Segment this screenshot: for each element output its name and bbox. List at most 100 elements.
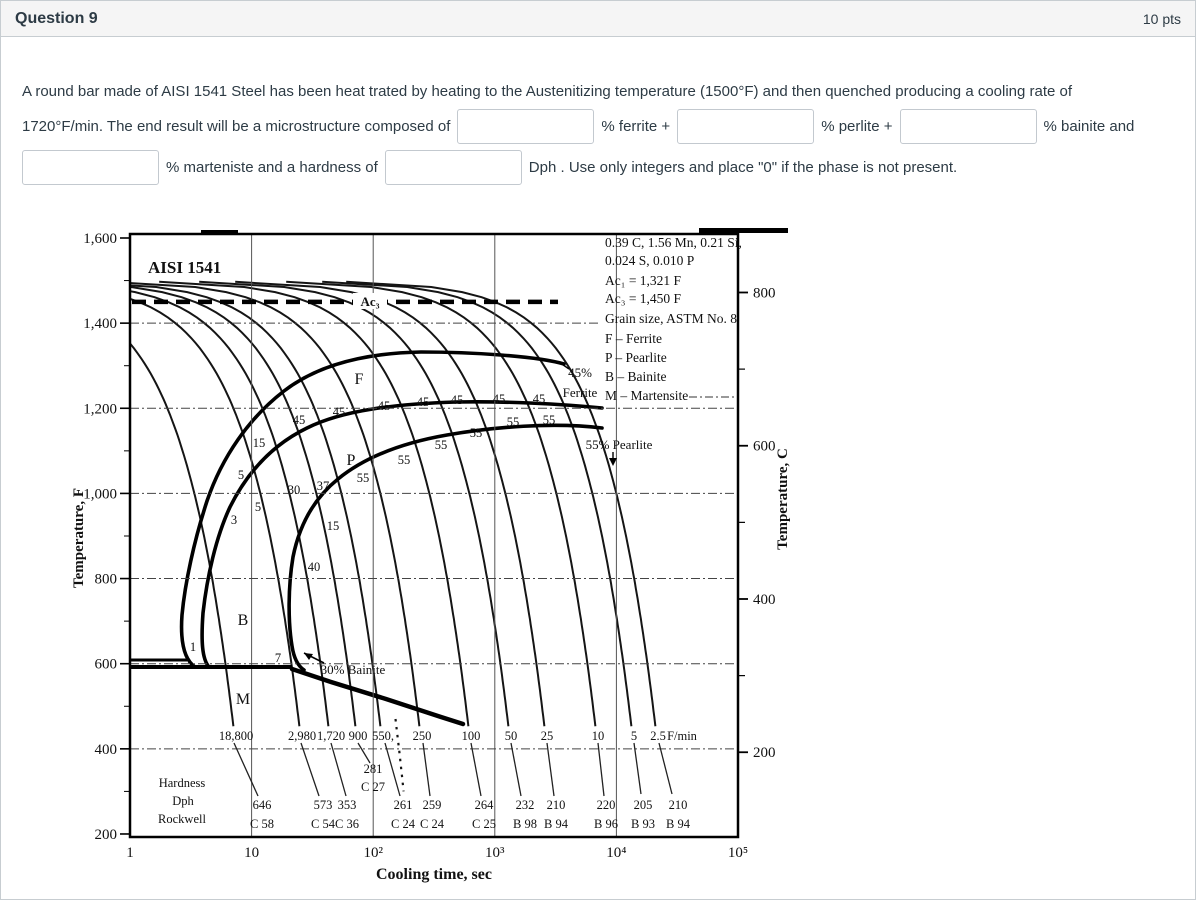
blank-bainite-input[interactable] bbox=[899, 109, 1037, 144]
svg-text:573: 573 bbox=[314, 798, 333, 812]
cct-diagram-svg: Ac₃ 1,600 1,400 1,200 1,000 800 600 400 200 800 60… bbox=[71, 228, 791, 883]
svg-text:2.5: 2.5 bbox=[650, 729, 666, 743]
question-points: 10 pts bbox=[1142, 10, 1181, 27]
svg-text:5: 5 bbox=[255, 500, 261, 514]
svg-text:18,800: 18,800 bbox=[219, 729, 253, 743]
blank-hardness-input[interactable] bbox=[384, 150, 522, 185]
question-body: A round bar made of AISI 1541 Steel has … bbox=[1, 37, 1195, 185]
svg-text:45: 45 bbox=[493, 392, 506, 406]
question-text: 1720°F/min. The end result will be a mic… bbox=[22, 118, 451, 135]
svg-text:45: 45 bbox=[417, 395, 430, 409]
svg-text:1,000: 1,000 bbox=[83, 486, 117, 502]
question-header: Question 9 10 pts bbox=[1, 1, 1195, 37]
svg-text:F – Ferrite: F – Ferrite bbox=[605, 331, 662, 346]
question-text: % bainite and bbox=[1043, 118, 1135, 135]
svg-text:7: 7 bbox=[275, 651, 281, 665]
svg-text:B 94: B 94 bbox=[666, 817, 691, 831]
svg-text:B 98: B 98 bbox=[513, 817, 537, 831]
svg-text:200: 200 bbox=[95, 827, 118, 843]
svg-text:B 93: B 93 bbox=[631, 817, 655, 831]
blank-martensite-input[interactable] bbox=[22, 150, 159, 185]
svg-text:C 25: C 25 bbox=[472, 817, 496, 831]
svg-text:Hardness: Hardness bbox=[159, 776, 206, 790]
svg-text:B – Bainite: B – Bainite bbox=[605, 369, 667, 384]
svg-text:10²: 10² bbox=[363, 845, 383, 861]
svg-text:40: 40 bbox=[308, 560, 321, 574]
question-text: % marteniste and a hardness of bbox=[166, 159, 378, 176]
svg-text:646: 646 bbox=[253, 798, 272, 812]
question-text: % ferrite + bbox=[601, 118, 671, 135]
blank-perlite-input[interactable] bbox=[677, 109, 815, 144]
svg-text:264: 264 bbox=[475, 798, 495, 812]
blank-ferrite-input[interactable] bbox=[457, 109, 595, 144]
svg-text:1,200: 1,200 bbox=[83, 401, 117, 417]
svg-text:C 36: C 36 bbox=[335, 817, 359, 831]
svg-text:400: 400 bbox=[95, 742, 118, 758]
svg-text:F/min: F/min bbox=[667, 729, 698, 743]
svg-text:Ferrite: Ferrite bbox=[563, 385, 598, 400]
svg-text:400: 400 bbox=[753, 592, 776, 608]
svg-text:220: 220 bbox=[597, 798, 616, 812]
svg-text:281: 281 bbox=[364, 762, 383, 776]
svg-text:5: 5 bbox=[238, 468, 244, 482]
svg-text:600: 600 bbox=[95, 657, 118, 673]
svg-text:55: 55 bbox=[470, 426, 483, 440]
svg-text:800: 800 bbox=[753, 285, 776, 301]
svg-text:M – Martensite: M – Martensite bbox=[605, 388, 688, 403]
svg-text:30: 30 bbox=[288, 483, 301, 497]
svg-text:210: 210 bbox=[669, 798, 688, 812]
svg-text:10: 10 bbox=[592, 729, 605, 743]
svg-text:C 58: C 58 bbox=[250, 817, 274, 831]
svg-text:55: 55 bbox=[357, 471, 370, 485]
svg-text:C 54: C 54 bbox=[311, 817, 336, 831]
svg-text:50: 50 bbox=[505, 729, 518, 743]
svg-text:M: M bbox=[236, 691, 250, 708]
svg-text:55% Pearlite: 55% Pearlite bbox=[586, 437, 653, 452]
svg-text:1: 1 bbox=[126, 845, 134, 861]
svg-text:P – Pearlite: P – Pearlite bbox=[605, 350, 667, 365]
svg-text:45: 45 bbox=[451, 393, 464, 407]
svg-text:Rockwell: Rockwell bbox=[158, 812, 206, 826]
svg-text:P: P bbox=[347, 452, 356, 469]
svg-text:45: 45 bbox=[378, 399, 391, 413]
svg-text:45: 45 bbox=[333, 405, 346, 419]
svg-text:232: 232 bbox=[516, 798, 535, 812]
question-text: % perlite + bbox=[821, 118, 893, 135]
svg-text:1,720: 1,720 bbox=[317, 729, 345, 743]
svg-text:353: 353 bbox=[338, 798, 357, 812]
svg-text:261: 261 bbox=[394, 798, 413, 812]
svg-text:25: 25 bbox=[541, 729, 554, 743]
svg-text:Dph: Dph bbox=[172, 794, 194, 808]
svg-text:10⁴: 10⁴ bbox=[606, 845, 626, 861]
svg-text:10⁵: 10⁵ bbox=[728, 845, 748, 861]
svg-text:Cooling time, sec: Cooling time, sec bbox=[376, 866, 492, 883]
svg-text:205: 205 bbox=[634, 798, 653, 812]
svg-text:Grain size, ASTM No. 8: Grain size, ASTM No. 8 bbox=[605, 311, 737, 326]
cct-diagram-image: Ac₃ 1,600 1,400 1,200 1,000 800 600 400 200 800 60… bbox=[51, 223, 921, 899]
question-title: Question 9 bbox=[15, 9, 98, 27]
svg-text:55: 55 bbox=[507, 415, 520, 429]
question-text: A round bar made of AISI 1541 Steel has … bbox=[22, 82, 1073, 100]
svg-text:210: 210 bbox=[547, 798, 566, 812]
svg-text:200: 200 bbox=[753, 745, 776, 761]
question-text-line1: A round bar made of AISI 1541 Steel has … bbox=[22, 79, 1175, 103]
svg-text:AISI 1541: AISI 1541 bbox=[148, 258, 221, 277]
svg-text:100: 100 bbox=[462, 729, 481, 743]
svg-text:F: F bbox=[355, 371, 364, 388]
svg-text:Ac₃: Ac₃ bbox=[360, 294, 379, 309]
svg-text:37: 37 bbox=[317, 479, 330, 493]
svg-text:B 94: B 94 bbox=[544, 817, 569, 831]
svg-text:10³: 10³ bbox=[485, 845, 505, 861]
svg-text:30% Bainite: 30% Bainite bbox=[321, 662, 386, 677]
svg-text:0.024 S, 0.010 P: 0.024 S, 0.010 P bbox=[605, 253, 694, 268]
svg-text:1,600: 1,600 bbox=[83, 231, 117, 247]
svg-text:B: B bbox=[238, 612, 249, 629]
svg-text:550,: 550, bbox=[372, 729, 394, 743]
svg-text:800: 800 bbox=[95, 572, 118, 588]
question-text-line3: % marteniste and a hardness of Dph . Use… bbox=[22, 150, 1175, 185]
svg-text:55: 55 bbox=[543, 413, 556, 427]
svg-text:0.39 C, 1.56 Mn, 0.21 Si,: 0.39 C, 1.56 Mn, 0.21 Si, bbox=[605, 235, 742, 250]
question-text-line2: 1720°F/min. The end result will be a mic… bbox=[22, 109, 1175, 144]
svg-text:Ac₁ = 1,321 F: Ac₁ = 1,321 F bbox=[605, 273, 682, 288]
